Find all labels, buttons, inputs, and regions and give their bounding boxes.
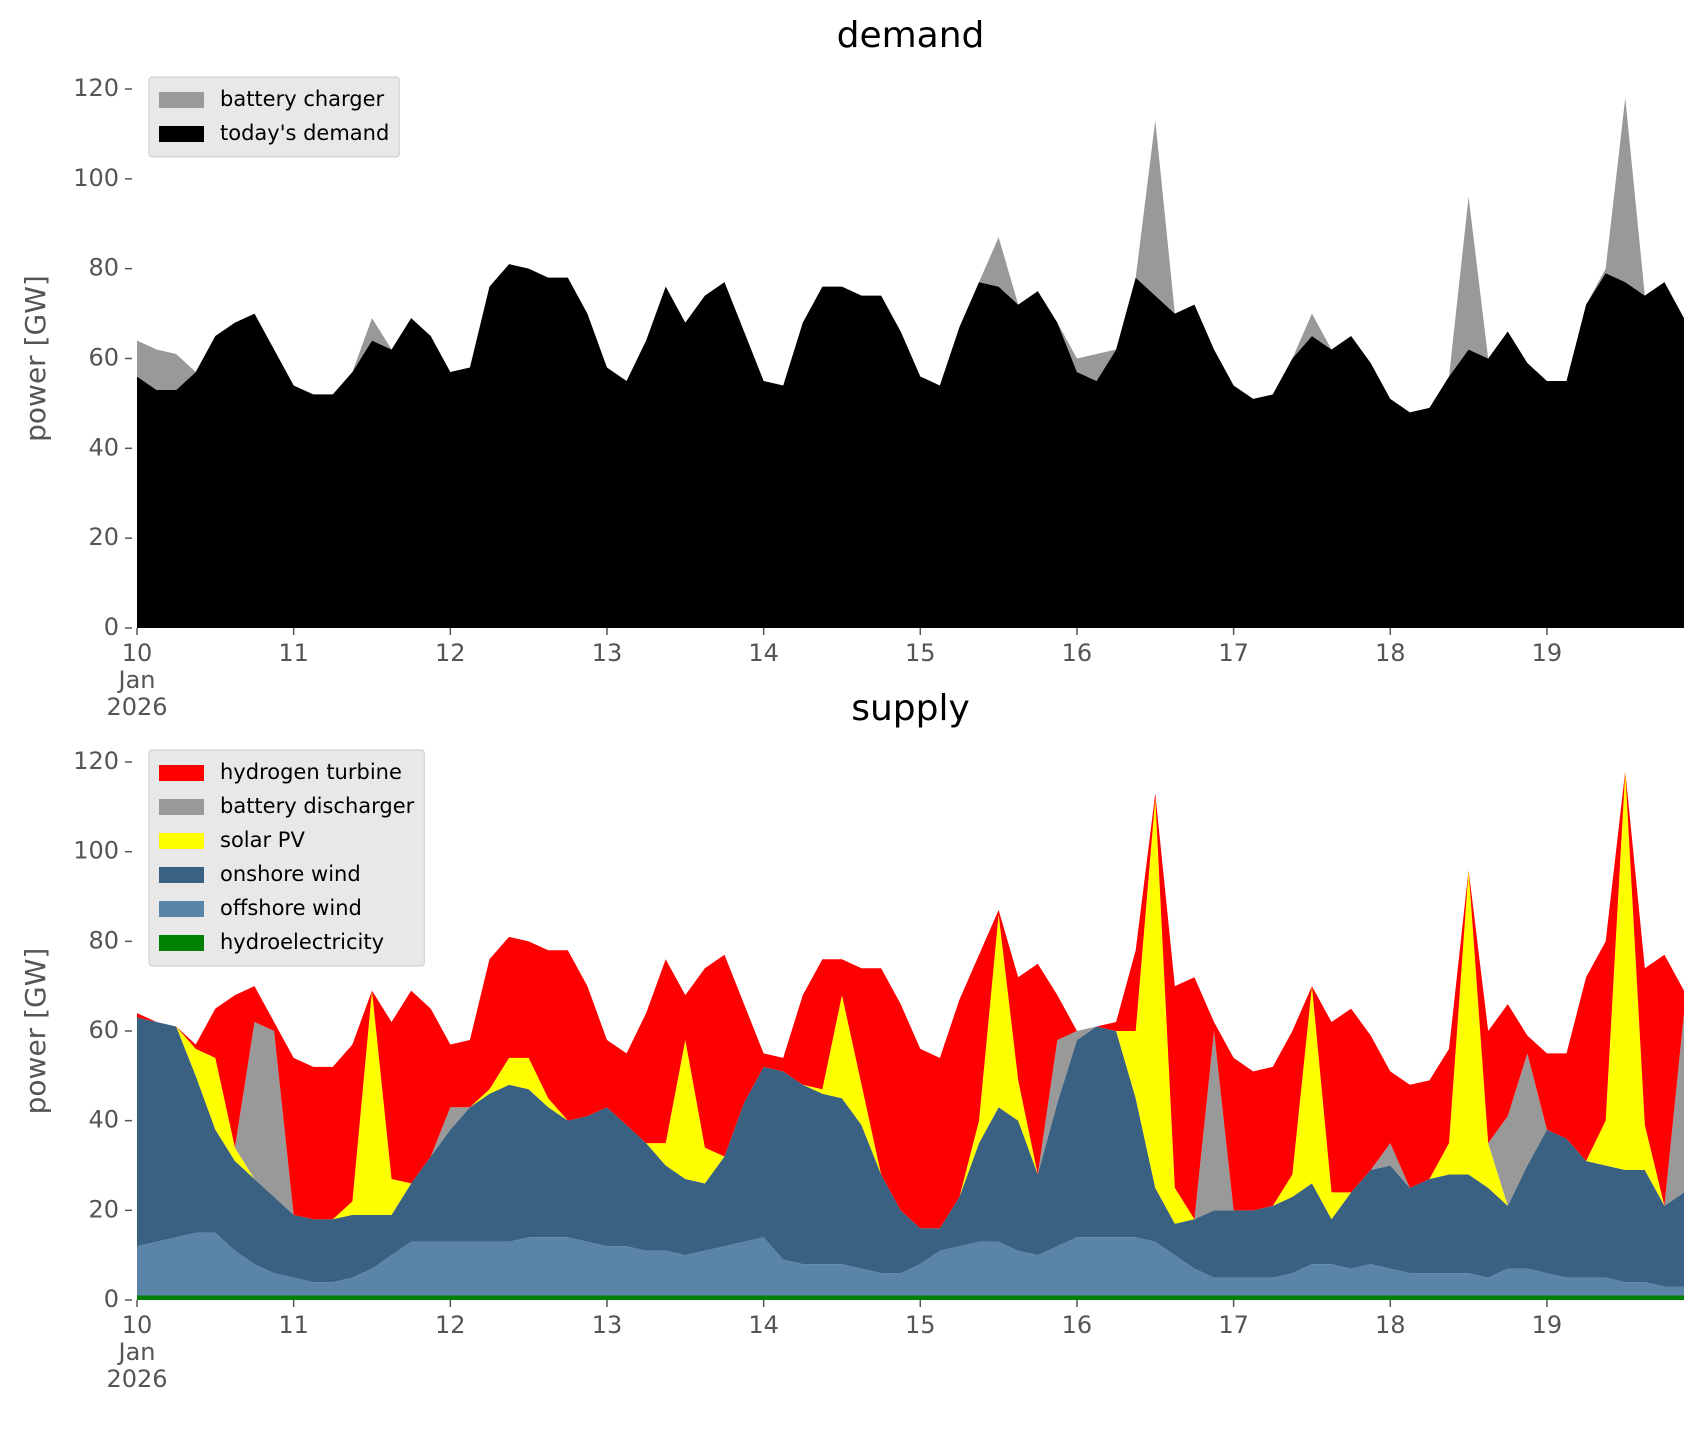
legend-swatch [159,765,204,781]
x-tick-label: 18 [1374,639,1406,667]
area [137,1232,1684,1296]
y-tick-label: 80 [88,254,119,282]
x-tick-label: 15 [905,1311,936,1339]
x-tick-label: 19 [1531,639,1563,667]
chart-title: supply [851,688,970,729]
x-tick-label: 14 [748,1311,779,1339]
y-axis-label: power [GW] [19,275,52,442]
legend-swatch [159,935,204,951]
chart-title: demand [837,15,985,56]
legend-swatch [159,126,204,142]
area [137,1017,1684,1287]
x-tick-label: 13 [591,1311,623,1339]
legend-label: onshore wind [220,862,361,886]
x-tick-label: 17 [1218,639,1249,667]
legend-label: today's demand [220,121,389,145]
y-tick-label: 20 [88,1195,119,1223]
x-tick-label: 11 [278,1311,309,1339]
y-tick-label: 60 [88,1016,119,1044]
area [137,770,1684,1229]
x-tick-label: 16 [1061,1311,1093,1339]
y-tick-label: 40 [88,1106,119,1134]
x-tick-label: 15 [905,639,936,667]
area [137,1295,1684,1300]
legend-label: battery charger [220,87,385,111]
y-tick-label: 100 [73,837,119,865]
x-tick-label: 12 [435,639,466,667]
legend-swatch [159,92,204,108]
y-tick-label: 20 [88,523,119,551]
legend-swatch [159,833,204,849]
y-tick-label: 40 [88,433,119,461]
x-tick-label: 11 [278,639,309,667]
legend-box [148,76,400,158]
legend-swatch [159,867,204,883]
y-tick-label: 0 [104,1285,119,1313]
legend-label: solar PV [220,828,305,852]
legend-label: hydrogen turbine [220,760,402,784]
x-tick-label: 17 [1218,1311,1249,1339]
legend-label: battery discharger [220,794,415,818]
x-tick-label: 10 Jan 2026 [106,1311,168,1393]
legend: battery charger today's demand [148,76,400,158]
legend-swatch [159,799,204,815]
legend-label: hydroelectricity [220,930,384,954]
y-tick-label: 120 [73,74,119,102]
legend-label: offshore wind [220,896,362,920]
y-tick-label: 120 [73,747,119,775]
x-tick-label: 14 [748,639,779,667]
x-tick-label: 18 [1374,1311,1406,1339]
area [137,264,1684,628]
x-tick-label: 10 Jan 2026 [106,639,168,721]
x-tick-label: 12 [435,1311,466,1339]
y-tick-label: 100 [73,164,119,192]
legend: hydrogen turbine battery discharger solar … [148,749,425,967]
y-tick-label: 0 [104,613,119,641]
x-tick-label: 16 [1061,639,1093,667]
legend-box [148,749,425,967]
x-tick-label: 19 [1531,1311,1563,1339]
y-axis-label: power [GW] [19,948,52,1115]
x-tick-label: 13 [591,639,623,667]
y-tick-label: 60 [88,344,119,372]
y-tick-label: 80 [88,926,119,954]
legend-swatch [159,901,204,917]
